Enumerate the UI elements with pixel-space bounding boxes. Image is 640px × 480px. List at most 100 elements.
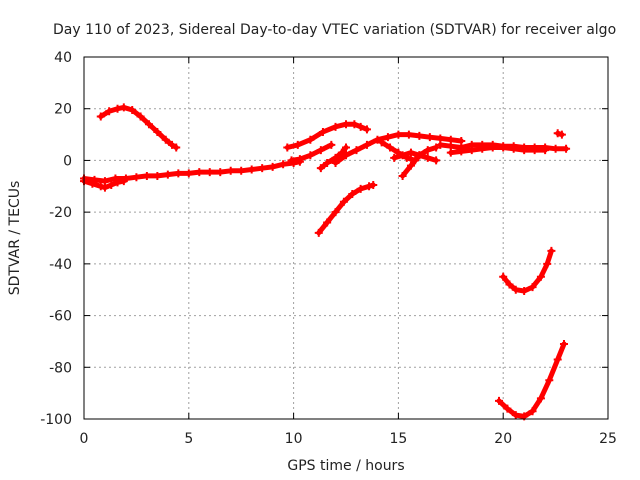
data-point [113, 178, 122, 187]
data-point [390, 153, 399, 162]
x-tick-label: 5 [184, 431, 193, 447]
data-point [495, 396, 504, 405]
data-point [184, 169, 193, 178]
data-point [316, 146, 325, 155]
series-line [448, 145, 548, 156]
data-point [295, 155, 304, 164]
series-line [81, 159, 303, 184]
data-point [283, 143, 292, 152]
data-point [356, 184, 365, 193]
data-point [423, 146, 432, 155]
data-point [553, 129, 562, 138]
data-point [383, 133, 392, 142]
data-point [105, 107, 114, 116]
data-point [425, 133, 434, 142]
data-point [415, 131, 424, 140]
data-point [528, 407, 537, 416]
data-point [153, 127, 162, 136]
data-point [247, 165, 256, 174]
chart-title: Day 110 of 2023, Sidereal Day-to-day VTE… [53, 22, 616, 38]
data-point [323, 159, 332, 168]
data-point [161, 135, 170, 144]
data-point [394, 130, 403, 139]
data-point [398, 151, 407, 160]
data-point [541, 146, 550, 155]
data-point [327, 140, 336, 149]
x-tick-label: 0 [80, 431, 89, 447]
y-tick-label: 40 [54, 50, 72, 66]
data-point [107, 180, 116, 189]
data-point [318, 127, 327, 136]
data-point [279, 160, 288, 169]
data-point [432, 143, 441, 152]
data-point [530, 146, 539, 155]
data-point [547, 246, 556, 255]
data-point [511, 285, 520, 294]
data-point [172, 143, 181, 152]
series-arc-10h-short [287, 140, 336, 165]
data-point [153, 171, 162, 180]
data-point [342, 151, 350, 160]
data-point [373, 135, 382, 144]
data-point [119, 177, 128, 186]
series-arc-minus-95 [495, 340, 568, 421]
data-point [478, 144, 487, 153]
data-point [545, 376, 554, 385]
data-point [436, 140, 445, 149]
data-point [423, 153, 432, 162]
data-point [509, 144, 518, 153]
data-point [174, 169, 183, 178]
x-axis-label: GPS time / hours [287, 458, 404, 474]
x-tick-label: 20 [494, 431, 512, 447]
data-point [557, 130, 566, 139]
data-point [520, 146, 529, 155]
data-point [536, 272, 545, 281]
data-point [331, 208, 340, 217]
x-tick-label: 10 [285, 431, 303, 447]
data-point [352, 146, 361, 155]
data-point [488, 143, 497, 152]
data-point [499, 272, 508, 281]
data-point [499, 143, 508, 152]
data-point [258, 164, 267, 173]
data-point [467, 146, 476, 155]
data-point [306, 151, 315, 160]
data-point [323, 218, 332, 227]
data-point [543, 259, 552, 268]
data-point [562, 144, 571, 153]
data-point [237, 166, 246, 175]
data-point [377, 138, 386, 147]
data-point [339, 197, 348, 206]
data-point [316, 164, 325, 173]
series-arc-10h-rise [283, 120, 371, 152]
x-tick-label: 25 [599, 431, 617, 447]
data-point [386, 143, 395, 152]
data-point [226, 166, 235, 175]
data-point [144, 120, 153, 129]
data-point [559, 340, 568, 349]
grid-lines [84, 57, 608, 419]
series-arc-late-end [553, 129, 566, 139]
series-line [496, 341, 567, 419]
y-tick-label: -60 [49, 309, 72, 325]
data-point [404, 130, 413, 139]
series-arc-early-hump [96, 103, 181, 152]
data-points [80, 103, 571, 421]
data-point [342, 143, 350, 152]
series-arc-minus-40 [499, 246, 556, 296]
series-arc-baseline [80, 157, 304, 186]
data-point [511, 411, 520, 420]
y-tick-label: -20 [49, 205, 72, 221]
data-point [293, 140, 302, 149]
data-point [528, 283, 537, 292]
data-point [132, 173, 141, 182]
data-point [119, 103, 128, 112]
data-point [128, 106, 137, 115]
y-tick-label: 0 [63, 153, 72, 169]
data-point [406, 161, 415, 170]
data-point [314, 228, 323, 237]
data-point [195, 168, 204, 177]
data-point [356, 122, 365, 131]
data-point [163, 170, 172, 179]
